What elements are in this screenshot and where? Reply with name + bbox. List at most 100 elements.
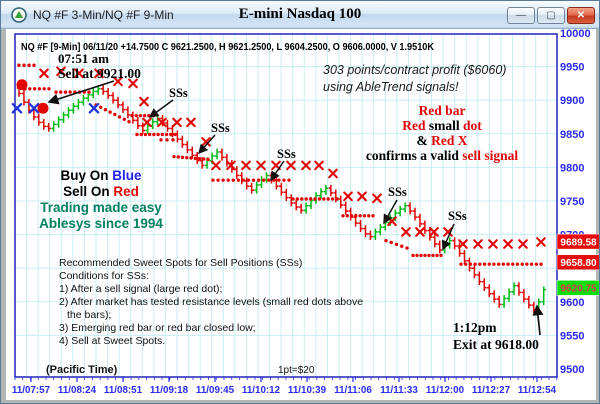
candle-bar (491, 290, 497, 303)
close-button[interactable]: ✕ (567, 7, 595, 24)
small-red-dot (165, 138, 169, 142)
candle-bar (279, 182, 284, 196)
small-red-dot (525, 262, 529, 266)
ss-label: SSs (211, 121, 230, 135)
small-red-dot (138, 113, 143, 118)
small-red-dot (515, 262, 520, 266)
small-red-dot (17, 63, 21, 67)
small-red-dot (345, 214, 349, 218)
red-x-mark (443, 227, 453, 237)
small-red-dot (439, 253, 443, 258)
y-axis-label: 9750 (560, 196, 584, 208)
small-red-dot (22, 63, 26, 67)
maximize-button[interactable]: ▢ (537, 7, 565, 24)
small-red-dot (354, 214, 358, 218)
y-axis-label: 9500 (560, 364, 584, 376)
y-axis-label: 9550 (560, 330, 584, 342)
notes-line: 3) Emerging red bar or red bar closed lo… (59, 322, 256, 334)
candle-bar (105, 88, 111, 99)
ss-arrow (270, 160, 285, 182)
x-axis-label: 11/12:54 (518, 385, 557, 396)
timezone-label: (Pacific Time) (46, 364, 118, 376)
small-red-dot (431, 253, 435, 258)
red-x-mark (74, 68, 84, 79)
small-red-dot (272, 178, 276, 182)
red-x-mark (301, 160, 311, 171)
red-x-mark (458, 239, 468, 249)
small-red-dot (197, 156, 202, 161)
small-red-dot (277, 178, 281, 182)
small-red-dot (139, 132, 143, 137)
small-red-dot (304, 197, 308, 201)
candle-bar (373, 228, 378, 240)
small-red-dot (68, 90, 72, 94)
minimize-button[interactable]: — (507, 7, 535, 24)
small-red-dot (411, 253, 415, 258)
ss-arrow (148, 99, 174, 118)
red-x-mark (473, 239, 483, 249)
small-red-dot (349, 214, 354, 218)
candle-bar (452, 237, 457, 250)
red-x-mark (56, 66, 66, 77)
small-red-dot (156, 132, 160, 137)
red-x-mark (128, 78, 138, 89)
price-badge (556, 280, 599, 296)
small-red-dot (185, 155, 189, 160)
small-red-dot (287, 178, 291, 182)
small-red-dot (492, 262, 496, 266)
small-red-dot (482, 262, 487, 266)
small-red-dot (42, 87, 46, 91)
red-x-mark (488, 239, 498, 249)
small-red-dot (143, 132, 148, 137)
small-red-dot (171, 138, 175, 142)
small-red-dot (415, 253, 419, 258)
ss-label: SSs (169, 86, 188, 100)
red-x-mark (172, 117, 182, 128)
ss-arrow (441, 223, 455, 251)
sell-time-label: 07:51 am (58, 51, 109, 66)
y-axis-label: 9600 (560, 297, 584, 309)
small-red-dot (87, 90, 91, 94)
app-icon (11, 7, 27, 23)
candle-bar (71, 102, 76, 114)
small-red-dot (172, 154, 176, 159)
small-red-dot (108, 110, 112, 114)
candle-bar (457, 242, 462, 257)
red-x-mark (157, 117, 167, 128)
red-x-mark (142, 117, 152, 128)
brand-since: Ablesys since 1994 (39, 216, 163, 231)
exit-price-label: Exit at 9618.00 (453, 337, 539, 352)
small-red-dot (246, 178, 251, 182)
small-red-dot (473, 262, 477, 266)
small-red-dot (27, 63, 31, 67)
small-red-dot (419, 253, 423, 258)
candle-bar (358, 219, 363, 232)
price-badge-value: 9689.58 (560, 237, 597, 248)
small-red-dot (322, 197, 326, 201)
small-red-dot (267, 178, 271, 182)
brand-tagline: Trading made easy (40, 200, 162, 215)
red-x-mark (518, 239, 528, 249)
small-red-dot (389, 240, 393, 245)
candle-bar (407, 202, 413, 215)
small-red-dot (261, 178, 266, 182)
ss-callouts: SSs SSs SSs SSs SSs (148, 86, 467, 251)
legend-red-bar: Red bar (419, 103, 466, 118)
notes-line: the bars); (67, 309, 111, 321)
notes-line: Conditions for SSs: (59, 270, 149, 282)
small-red-dot (335, 197, 339, 201)
notes-line: 2) After market has tested resistance le… (59, 296, 363, 308)
candle-bar (472, 264, 477, 279)
candle-bar (135, 117, 141, 130)
small-red-dot (300, 197, 304, 201)
candle-bar (254, 181, 259, 194)
candle-bar (185, 141, 190, 154)
candle-bar (219, 148, 225, 161)
red-x-mark (343, 191, 353, 202)
small-red-dot (47, 87, 51, 91)
x-axis-label: 11/07:57 (12, 385, 51, 396)
candle-bar (214, 148, 220, 160)
small-red-dot (169, 132, 173, 137)
x-axis-label: 11/09:45 (196, 385, 235, 396)
brand-buy-on-blue: Buy On Blue (60, 168, 142, 183)
